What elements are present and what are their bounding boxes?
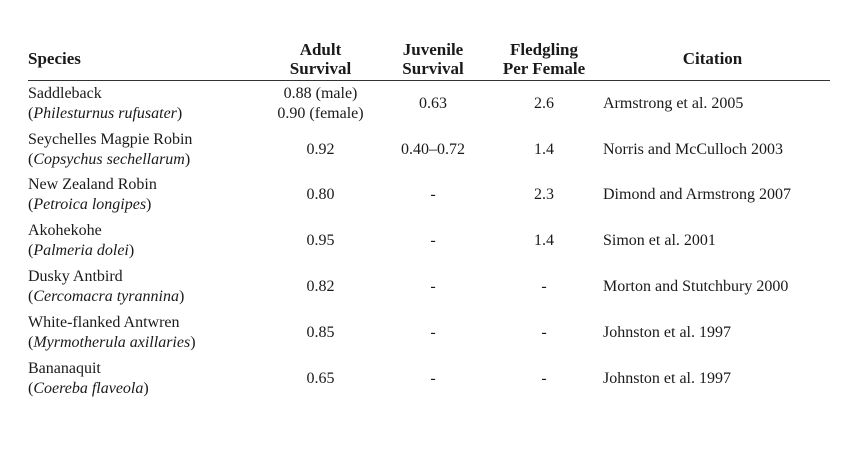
- header-fledgling-line2: Per Female: [502, 59, 586, 78]
- table-row: Dusky Antbird (Cercomacra tyrannina) 0.82 -…: [28, 264, 830, 310]
- adult-survival-value: 0.95: [306, 232, 335, 250]
- juvenile-survival-cell: -: [430, 232, 436, 250]
- adult-survival-value: 0.88 (male): [283, 84, 358, 102]
- table-row: Saddleback (Philesturnus rufusater) 0.88 (…: [28, 81, 830, 127]
- adult-survival-cell: 0.92: [268, 127, 373, 173]
- adult-survival-value: 0.92: [306, 140, 335, 158]
- common-name: Saddleback: [28, 84, 102, 102]
- fledgling-per-female-cell: -: [541, 369, 547, 387]
- species-cell: Saddleback (Philesturnus rufusater): [28, 81, 268, 127]
- adult-survival-value: 0.82: [306, 278, 335, 296]
- table-body: Saddleback (Philesturnus rufusater) 0.88 (…: [28, 81, 830, 402]
- table-row: New Zealand Robin (Petroica longipes) 0.80…: [28, 173, 830, 219]
- scientific-name-text: Palmeria dolei: [33, 242, 129, 260]
- header-fledgling-line1: Fledgling: [509, 40, 578, 59]
- adult-survival-cell: 0.80: [268, 173, 373, 219]
- scientific-name-text: Coereba flaveola: [33, 379, 144, 397]
- adult-survival-cell: 0.88 (male) 0.90 (female): [268, 81, 373, 127]
- header-citation: Citation: [595, 36, 830, 81]
- juvenile-survival-cell: -: [430, 323, 436, 341]
- juvenile-survival-cell: 0.40–0.72: [401, 140, 465, 158]
- table-row: Akohekohe (Palmeria dolei) 0.95 - 1.4 Simon e…: [28, 218, 830, 264]
- citation-cell: Johnston et al. 1997: [603, 369, 731, 387]
- species-cell: Akohekohe (Palmeria dolei): [28, 218, 268, 264]
- table-row: Bananaquit (Coereba flaveola) 0.65 - - Johnst…: [28, 356, 830, 402]
- fledgling-per-female-cell: 2.3: [534, 186, 554, 204]
- citation-cell: Armstrong et al. 2005: [603, 94, 744, 112]
- adult-survival-value: 0.80: [306, 186, 335, 204]
- adult-survival-value: 0.65: [306, 369, 335, 387]
- citation-cell: Morton and Stutchbury 2000: [603, 278, 789, 296]
- header-fledgling-per-female: Fledgling Per Female: [493, 36, 595, 81]
- scientific-name: (Myrmotherula axillaries): [28, 333, 196, 351]
- juvenile-survival-cell: -: [430, 369, 436, 387]
- header-juvenile-line2: Survival: [402, 59, 464, 78]
- adult-survival-cell: 0.95: [268, 218, 373, 264]
- adult-survival-value: 0.85: [306, 323, 335, 341]
- scientific-name-text: Philesturnus rufusater: [33, 104, 177, 122]
- fledgling-per-female-cell: 1.4: [534, 140, 554, 158]
- header-row: Species Adult Survival Juvenile Survival…: [28, 36, 830, 81]
- species-cell: White-flanked Antwren (Myrmotherula axill…: [28, 310, 268, 356]
- fledgling-per-female-cell: -: [541, 323, 547, 341]
- scientific-name-text: Copsychus sechellarum: [33, 150, 185, 168]
- common-name: Dusky Antbird: [28, 268, 123, 286]
- table-header: Species Adult Survival Juvenile Survival…: [28, 36, 830, 81]
- scientific-name: (Palmeria dolei): [28, 242, 135, 260]
- fledgling-per-female-cell: -: [541, 278, 547, 296]
- scientific-name: (Coereba flaveola): [28, 379, 149, 397]
- header-juvenile-survival: Juvenile Survival: [373, 36, 493, 81]
- species-cell: New Zealand Robin (Petroica longipes): [28, 173, 268, 219]
- citation-cell: Johnston et al. 1997: [603, 323, 731, 341]
- header-juvenile-line1: Juvenile: [402, 40, 464, 59]
- adult-survival-cell: 0.82: [268, 264, 373, 310]
- common-name: Seychelles Magpie Robin: [28, 130, 193, 148]
- header-adult-survival: Adult Survival: [268, 36, 373, 81]
- species-cell: Seychelles Magpie Robin (Copsychus sechel…: [28, 127, 268, 173]
- survival-table: Species Adult Survival Juvenile Survival…: [28, 36, 830, 402]
- scientific-name: (Cercomacra tyrannina): [28, 288, 185, 306]
- header-adult-line2: Survival: [289, 59, 352, 78]
- table-row: Seychelles Magpie Robin (Copsychus sechel…: [28, 127, 830, 173]
- adult-survival-cell: 0.65: [268, 356, 373, 402]
- common-name: Akohekohe: [28, 222, 102, 240]
- scientific-name-text: Petroica longipes: [33, 196, 147, 214]
- fledgling-per-female-cell: 2.6: [534, 94, 554, 112]
- citation-cell: Norris and McCulloch 2003: [603, 140, 783, 158]
- citation-cell: Simon et al. 2001: [603, 232, 716, 250]
- adult-survival-cell: 0.85: [268, 310, 373, 356]
- species-cell: Bananaquit (Coereba flaveola): [28, 356, 268, 402]
- juvenile-survival-cell: -: [430, 278, 436, 296]
- table-row: White-flanked Antwren (Myrmotherula axill…: [28, 310, 830, 356]
- species-cell: Dusky Antbird (Cercomacra tyrannina): [28, 264, 268, 310]
- header-species: Species: [28, 36, 268, 81]
- scientific-name: (Copsychus sechellarum): [28, 150, 191, 168]
- scientific-name-text: Myrmotherula axillaries: [33, 333, 191, 351]
- fledgling-per-female-cell: 1.4: [534, 232, 554, 250]
- common-name: New Zealand Robin: [28, 176, 157, 194]
- header-adult-line1: Adult: [299, 40, 342, 59]
- citation-cell: Dimond and Armstrong 2007: [603, 186, 791, 204]
- common-name: White-flanked Antwren: [28, 313, 180, 331]
- scientific-name-text: Cercomacra tyrannina: [33, 288, 179, 306]
- adult-survival-value-2: 0.90 (female): [277, 104, 364, 122]
- common-name: Bananaquit: [28, 359, 101, 377]
- scientific-name: (Philesturnus rufusater): [28, 104, 183, 122]
- juvenile-survival-cell: 0.63: [419, 94, 447, 112]
- juvenile-survival-cell: -: [430, 186, 436, 204]
- scientific-name: (Petroica longipes): [28, 196, 152, 214]
